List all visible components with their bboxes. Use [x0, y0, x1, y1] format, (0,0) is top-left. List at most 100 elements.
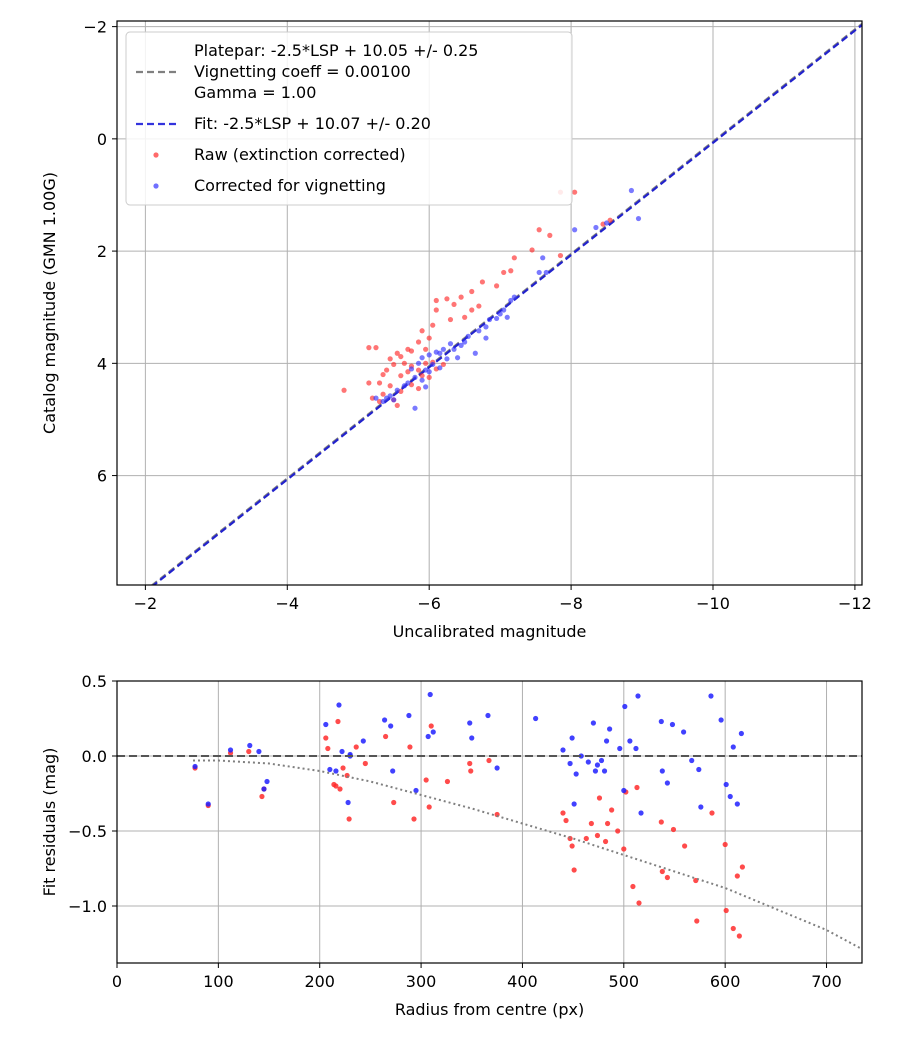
chart2-point	[411, 816, 417, 822]
legend-entry-text: Fit: -2.5*LSP + 10.07 +/- 0.20	[194, 114, 431, 133]
chart2-point	[407, 744, 413, 750]
chart1-point	[373, 395, 379, 401]
chart2-point	[336, 702, 342, 708]
chart2-point	[486, 757, 492, 764]
chart2-point	[413, 787, 419, 794]
chart1-point	[444, 296, 450, 302]
chart2-x-tick-label: 100	[203, 972, 234, 991]
chart1-point	[415, 339, 422, 345]
chart2-point	[339, 748, 345, 755]
chart1-point	[440, 346, 446, 352]
chart2-x-axis-label: Radius from centre (px)	[395, 1000, 584, 1019]
chart1-series	[373, 187, 642, 411]
chart1-point	[426, 352, 432, 358]
chart2-point	[696, 766, 702, 773]
chart1-frame	[116, 20, 863, 586]
chart1-point	[572, 189, 578, 195]
chart1-point	[408, 366, 415, 372]
chart2-point	[664, 780, 670, 786]
chart2-point	[621, 787, 627, 794]
chart1-point	[408, 348, 415, 354]
chart2-x-tick-label: 600	[710, 972, 741, 991]
chart2-point	[259, 793, 265, 800]
chart2-point	[563, 817, 569, 824]
chart1-point	[476, 303, 482, 309]
chart2-point	[635, 693, 641, 699]
chart2-y-tick-label: −1.0	[68, 897, 107, 916]
legend-entry-text: Platepar: -2.5*LSP + 10.05 +/- 0.25	[194, 41, 478, 60]
chart1-point	[380, 391, 386, 397]
chart2-point	[569, 735, 575, 741]
chart1-point	[426, 374, 432, 380]
chart1-point	[508, 297, 514, 304]
chart2-point	[571, 867, 577, 873]
chart1-point	[628, 187, 635, 194]
chart1-point	[366, 380, 372, 386]
chart1-point	[483, 335, 489, 341]
chart1-point	[394, 350, 400, 356]
chart2-point	[630, 883, 636, 890]
chart2-point	[659, 768, 665, 774]
chart1-point	[419, 373, 425, 379]
chart1-point	[419, 377, 425, 383]
chart2-x-tick-label: 300	[406, 972, 437, 991]
chart1-point	[593, 224, 599, 231]
chart1-point	[341, 387, 347, 393]
chart1-point	[511, 255, 517, 261]
chart1-point	[465, 333, 471, 339]
chart1-point	[426, 369, 432, 375]
chart2-point	[264, 778, 270, 785]
chart1-point	[458, 342, 464, 348]
chart1-point	[447, 341, 454, 347]
chart1-y-tick-label: 0	[97, 130, 107, 149]
chart2-point	[353, 744, 359, 750]
chart1-point	[501, 269, 507, 276]
chart1-legend: Platepar: -2.5*LSP + 10.05 +/- 0.25 Vigne…	[125, 31, 573, 206]
chart2-point	[708, 693, 714, 699]
legend-entry-text: Gamma = 1.00	[194, 83, 316, 102]
chart2-point	[670, 826, 677, 833]
chart1-point	[444, 356, 450, 362]
chart2-point	[346, 816, 352, 822]
chart2-point	[323, 721, 329, 728]
chart2-point	[205, 801, 211, 807]
vignetting-curve	[193, 759, 861, 949]
chart1-point	[398, 373, 404, 379]
chart2-point	[682, 843, 688, 849]
chart1-point	[483, 324, 489, 330]
chart2-point	[658, 819, 664, 825]
chart1-point	[405, 369, 411, 375]
chart1-point	[401, 360, 407, 366]
chart1-point	[373, 345, 379, 351]
chart2-point	[571, 801, 577, 807]
legend-entry-text: Vignetting coeff = 0.00100	[194, 62, 411, 81]
chart2-point	[390, 768, 396, 774]
chart2-point	[622, 703, 628, 710]
chart1-point	[472, 350, 478, 356]
chart1-plot-area	[150, 22, 862, 585]
chart1-point	[504, 314, 510, 320]
chart2-point	[722, 841, 728, 848]
chart2-point	[485, 712, 491, 719]
chart2-point	[428, 723, 434, 729]
chart2-point	[615, 828, 621, 834]
chart2-point	[427, 691, 433, 698]
chart1-y-tick-label: 4	[97, 354, 107, 373]
chart1-point	[387, 356, 393, 362]
chart2-point	[727, 793, 733, 800]
chart2-point	[423, 777, 429, 783]
chart1-point	[423, 346, 429, 352]
chart1-point	[423, 360, 429, 366]
chart2-point	[602, 838, 609, 845]
chart2-point	[192, 763, 198, 770]
chart1-point	[384, 367, 390, 373]
chart1-point	[476, 328, 482, 334]
chart2-point	[633, 745, 639, 752]
chart1-x-tick-label: −10	[696, 594, 730, 613]
chart2-point	[621, 846, 627, 852]
legend-marker-swatch	[153, 183, 159, 189]
chart2-x-tick-label: 700	[811, 972, 842, 991]
chart2-point	[738, 730, 744, 737]
chart2-point	[227, 747, 234, 753]
